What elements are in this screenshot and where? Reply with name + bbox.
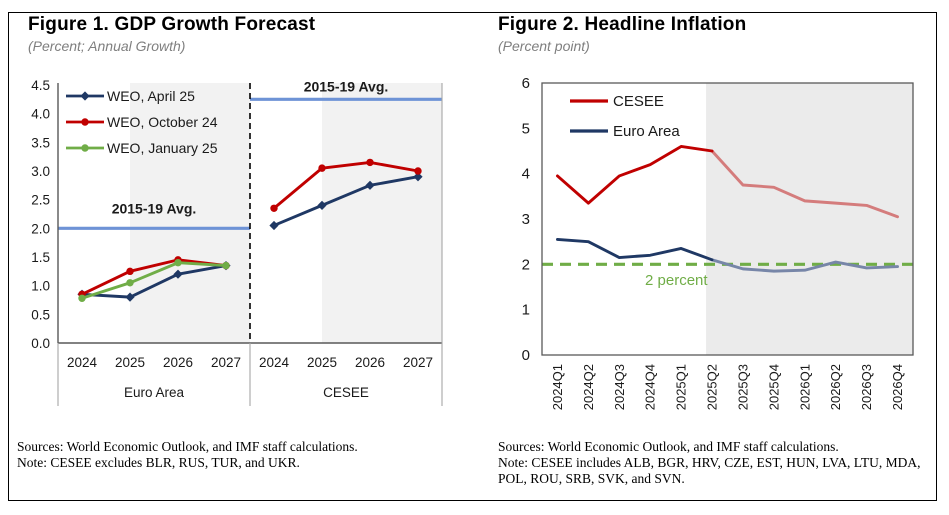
svg-text:2: 2 (522, 256, 530, 273)
svg-text:2026Q1: 2026Q1 (797, 364, 812, 410)
svg-text:0.5: 0.5 (31, 307, 50, 322)
svg-text:0: 0 (522, 347, 530, 364)
svg-text:2026: 2026 (355, 355, 385, 370)
svg-text:4.0: 4.0 (31, 107, 50, 122)
svg-text:2015-19 Avg.: 2015-19 Avg. (112, 200, 197, 216)
svg-text:2024Q3: 2024Q3 (612, 364, 627, 410)
svg-text:2.0: 2.0 (31, 221, 50, 236)
figure2-note-line: Note: CESEE includes ALB, BGR, HRV, CZE,… (498, 455, 921, 486)
svg-text:2024Q2: 2024Q2 (581, 364, 596, 410)
svg-text:2025: 2025 (307, 355, 337, 370)
svg-text:2024Q4: 2024Q4 (643, 364, 658, 410)
svg-text:WEO, October 24: WEO, October 24 (107, 114, 218, 130)
svg-text:6: 6 (522, 75, 530, 92)
figure2-sources-line: Sources: World Economic Outlook, and IMF… (498, 439, 839, 454)
svg-text:2026Q2: 2026Q2 (828, 364, 843, 410)
svg-text:Euro Area: Euro Area (124, 385, 185, 400)
svg-text:WEO, April 25: WEO, April 25 (107, 88, 195, 104)
svg-text:2024: 2024 (67, 355, 98, 370)
svg-text:CESEE: CESEE (613, 93, 664, 110)
svg-text:Euro Area: Euro Area (613, 123, 680, 140)
svg-text:2025Q2: 2025Q2 (705, 364, 720, 410)
svg-text:1.5: 1.5 (31, 250, 50, 265)
svg-text:5: 5 (522, 120, 530, 137)
figure1-sources-line: Sources: World Economic Outlook, and IMF… (17, 439, 358, 454)
svg-text:2025Q1: 2025Q1 (674, 364, 689, 410)
svg-text:2027: 2027 (211, 355, 241, 370)
svg-text:4.5: 4.5 (31, 78, 50, 93)
svg-text:2.5: 2.5 (31, 193, 50, 208)
figure2-notes: Sources: World Economic Outlook, and IMF… (498, 439, 936, 487)
svg-text:2026Q3: 2026Q3 (859, 364, 874, 410)
svg-text:4: 4 (522, 166, 530, 183)
figure1-note-line: Note: CESEE excludes BLR, RUS, TUR, and … (17, 455, 300, 470)
svg-text:2024: 2024 (259, 355, 290, 370)
svg-text:2026Q4: 2026Q4 (890, 364, 905, 410)
svg-text:2024Q1: 2024Q1 (550, 364, 565, 410)
svg-text:2025Q3: 2025Q3 (735, 364, 750, 410)
svg-text:0.0: 0.0 (31, 336, 50, 351)
svg-text:1: 1 (522, 302, 530, 319)
figure1-title: Figure 1. GDP Growth Forecast (28, 14, 316, 35)
figure2-subtitle: (Percent point) (498, 38, 590, 54)
svg-text:2025: 2025 (115, 355, 145, 370)
page-border (8, 12, 937, 501)
svg-text:2027: 2027 (403, 355, 433, 370)
svg-text:2015-19 Avg.: 2015-19 Avg. (304, 78, 389, 94)
figure1-notes: Sources: World Economic Outlook, and IMF… (17, 439, 457, 471)
svg-text:2026: 2026 (163, 355, 193, 370)
svg-text:3.0: 3.0 (31, 164, 50, 179)
svg-text:2025Q4: 2025Q4 (766, 364, 781, 410)
svg-text:2 percent: 2 percent (645, 272, 708, 289)
svg-text:WEO, January 25: WEO, January 25 (107, 140, 218, 156)
svg-text:3.5: 3.5 (31, 135, 50, 150)
svg-text:3: 3 (522, 211, 530, 228)
figure2-title: Figure 2. Headline Inflation (498, 14, 747, 35)
svg-text:CESEE: CESEE (323, 385, 369, 400)
svg-text:1.0: 1.0 (31, 279, 50, 294)
figure1-subtitle: (Percent; Annual Growth) (28, 38, 186, 54)
